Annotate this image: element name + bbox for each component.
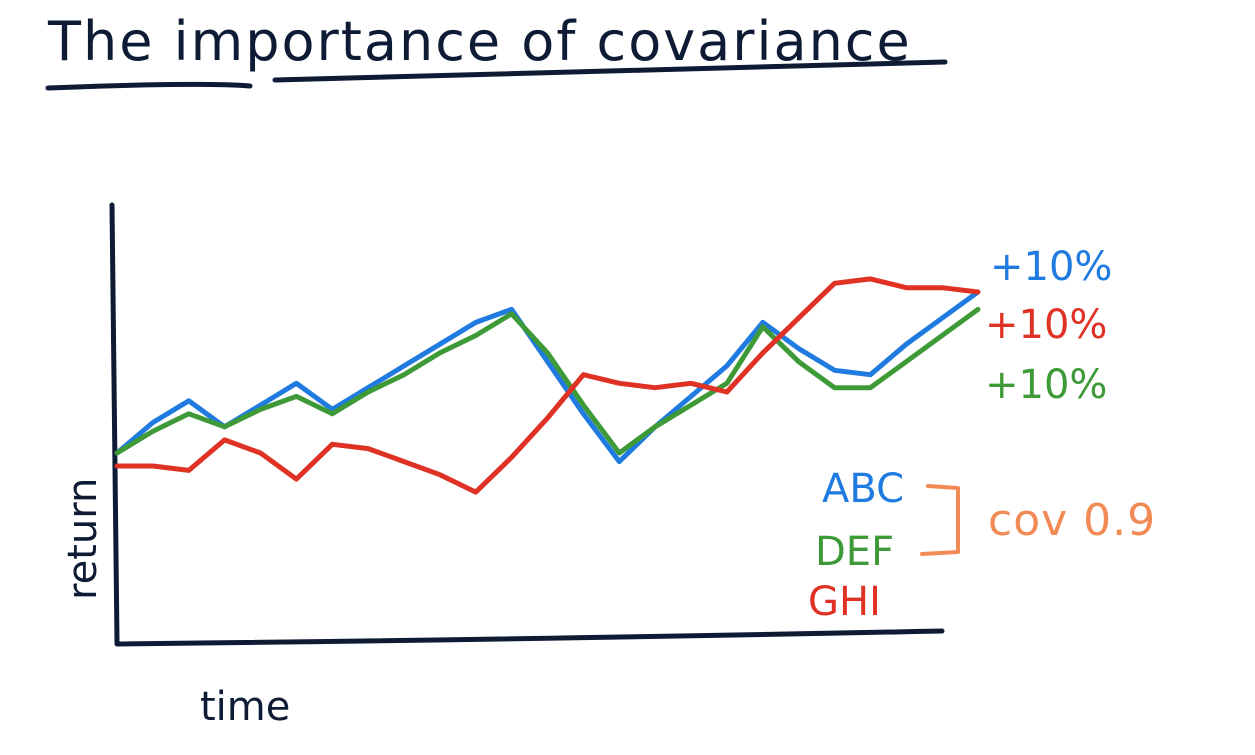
legend-abc: ABC [822, 466, 904, 512]
series-line-def [114, 306, 981, 456]
title-underline-left [45, 81, 253, 91]
end-label-ghi: +10% [985, 302, 1107, 348]
end-label-abc: +10% [990, 244, 1112, 290]
cov-label: cov 0.9 [988, 495, 1156, 546]
series-line-ghi [114, 276, 981, 495]
x-axis [114, 628, 945, 647]
legend-def: DEF [815, 529, 894, 575]
y-axis [109, 202, 120, 645]
x-axis-label: time [200, 684, 290, 730]
cov-bracket [920, 484, 960, 556]
chart-title: The importance of covariance [47, 10, 912, 73]
end-label-def: +10% [985, 362, 1107, 408]
legend-ghi: GHI [808, 579, 881, 625]
series-layer [114, 276, 981, 495]
y-axis-label: return [60, 478, 106, 600]
title-underline-right [272, 59, 948, 83]
series-line-abc [114, 289, 981, 465]
